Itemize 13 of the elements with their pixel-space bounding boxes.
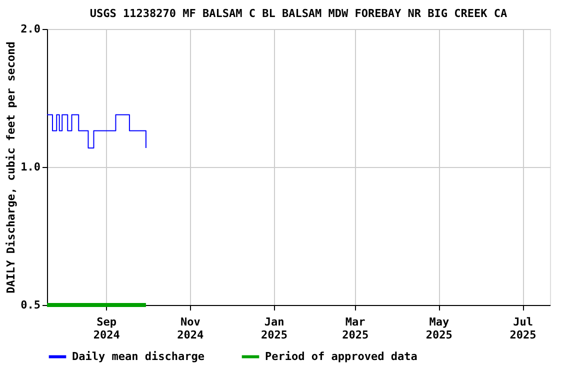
y-axis-title: DAILY Discharge, cubic feet per second (4, 42, 18, 294)
x-tick-label: Mar 2025 (342, 316, 369, 342)
x-tick-label: Sep 2024 (93, 316, 120, 342)
legend-label: Daily mean discharge (72, 350, 205, 363)
chart-title: USGS 11238270 MF BALSAM C BL BALSAM MDW FOREBAY NR BIG CREEK CA (90, 7, 508, 20)
y-tick-label: 1.0 (20, 160, 40, 174)
y-tick-label: 0.5 (20, 298, 40, 312)
x-tick-label: Nov 2024 (177, 316, 204, 342)
x-tick-label: May 2025 (426, 316, 452, 342)
x-tick-label: Jan 2025 (261, 316, 288, 342)
y-tick-label: 2.0 (20, 22, 40, 36)
x-tick-label: Jul 2025 (510, 316, 536, 342)
legend-label: Period of approved data (265, 350, 418, 363)
